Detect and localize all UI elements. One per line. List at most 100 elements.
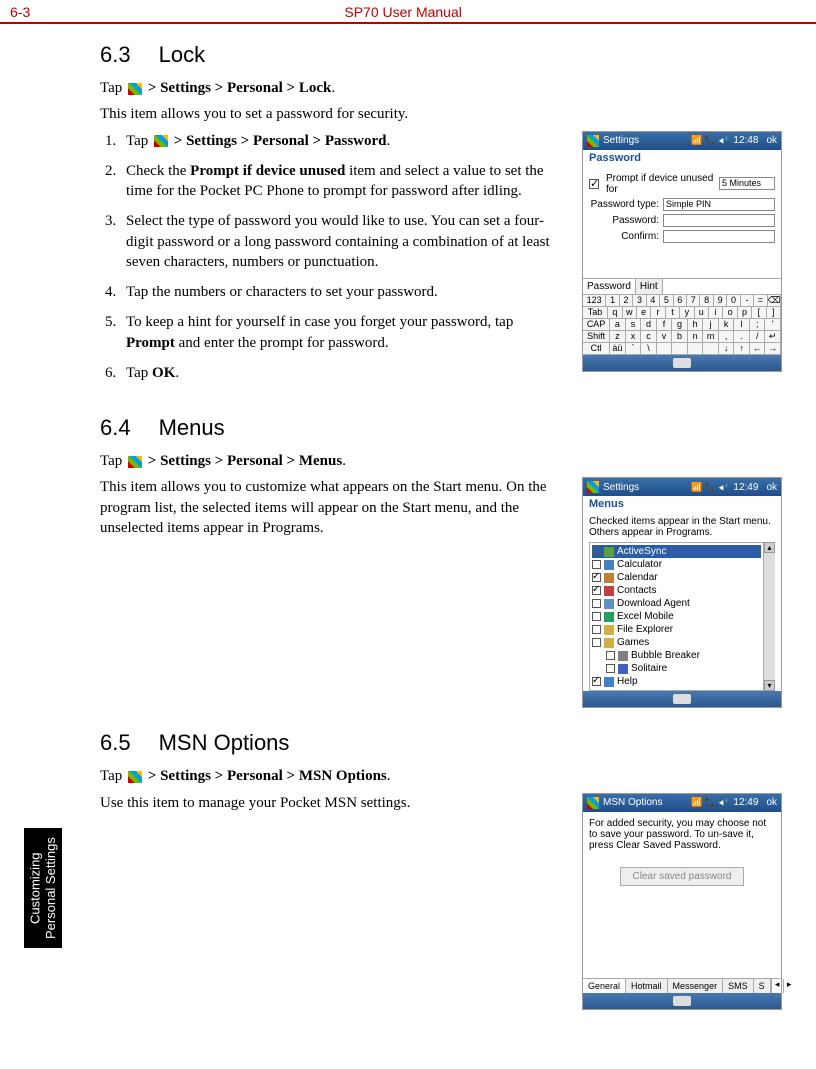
tab-hint[interactable]: Hint [636, 279, 663, 294]
program-checkbox[interactable] [592, 573, 601, 582]
key[interactable]: 7 [687, 295, 700, 307]
key[interactable]: g [672, 319, 688, 331]
key[interactable]: ; [750, 319, 766, 331]
program-checkbox[interactable] [592, 625, 601, 634]
program-checkbox[interactable] [592, 612, 601, 621]
tab-scroll[interactable]: ▸ [783, 979, 795, 993]
msn-tab[interactable]: Messenger [668, 979, 724, 993]
program-checkbox[interactable] [592, 599, 601, 608]
key[interactable]: z [610, 331, 626, 343]
program-checkbox[interactable] [592, 560, 601, 569]
key[interactable]: f [657, 319, 673, 331]
key[interactable]: d [641, 319, 657, 331]
tab-scroll[interactable]: ◂ [771, 979, 783, 993]
program-checkbox[interactable] [592, 677, 601, 686]
ss-ok-button[interactable]: ok [766, 797, 777, 808]
key[interactable]: 0 [727, 295, 740, 307]
key[interactable]: ] [767, 307, 781, 319]
key[interactable]: / [750, 331, 766, 343]
program-checkbox[interactable] [592, 547, 601, 556]
key[interactable]: c [641, 331, 657, 343]
key[interactable]: \ [641, 343, 657, 355]
key[interactable]: 6 [674, 295, 687, 307]
program-checkbox[interactable] [606, 651, 615, 660]
key[interactable]: n [688, 331, 704, 343]
key[interactable]: b [672, 331, 688, 343]
key[interactable]: , [719, 331, 735, 343]
prompt-dropdown[interactable]: 5 Minutes [719, 177, 775, 190]
key[interactable]: ` [626, 343, 642, 355]
key[interactable]: 9 [714, 295, 727, 307]
msn-tab[interactable]: Hotmail [626, 979, 668, 993]
key[interactable]: Ctl [583, 343, 610, 355]
msn-tab[interactable]: General [583, 979, 626, 993]
key[interactable]: r [651, 307, 665, 319]
key[interactable]: v [657, 331, 673, 343]
tab-password[interactable]: Password [583, 279, 636, 294]
on-screen-keyboard[interactable]: 1231234567890-=⌫Tabqwertyuiop[]CAPasdfgh… [583, 294, 781, 355]
key[interactable]: ' [765, 319, 781, 331]
key[interactable]: i [709, 307, 723, 319]
key[interactable]: Tab [583, 307, 608, 319]
program-label: Bubble Breaker [631, 650, 700, 661]
key[interactable]: . [734, 331, 750, 343]
key[interactable]: m [703, 331, 719, 343]
key[interactable]: CAP [583, 319, 610, 331]
key[interactable]: 1 [606, 295, 619, 307]
key[interactable]: [ [752, 307, 766, 319]
key[interactable]: Shift [583, 331, 610, 343]
key[interactable]: u [695, 307, 709, 319]
key[interactable]: p [738, 307, 752, 319]
key[interactable]: y [680, 307, 694, 319]
clear-password-button[interactable]: Clear saved password [620, 867, 745, 886]
key[interactable] [703, 343, 719, 355]
msn-tab[interactable]: S [754, 979, 771, 993]
key[interactable] [688, 343, 704, 355]
key[interactable]: k [719, 319, 735, 331]
msn-tab[interactable]: SMS [723, 979, 754, 993]
key[interactable]: o [723, 307, 737, 319]
key[interactable]: ↑ [734, 343, 750, 355]
password-input[interactable] [663, 214, 775, 227]
key[interactable]: 5 [660, 295, 673, 307]
key[interactable]: ⌫ [768, 295, 781, 307]
key[interactable]: l [734, 319, 750, 331]
key[interactable]: 3 [633, 295, 646, 307]
prompt-checkbox[interactable] [589, 179, 599, 189]
key[interactable]: h [688, 319, 704, 331]
ss-ok-button[interactable]: ok [766, 482, 777, 493]
key[interactable]: q [608, 307, 622, 319]
scrollbar[interactable]: ▴▾ [763, 542, 775, 691]
key[interactable]: = [754, 295, 767, 307]
key[interactable]: x [626, 331, 642, 343]
keyboard-toggle-icon[interactable] [673, 996, 691, 1006]
confirm-input[interactable] [663, 230, 775, 243]
key[interactable]: - [741, 295, 754, 307]
key[interactable]: àü [610, 343, 626, 355]
key[interactable] [657, 343, 673, 355]
key[interactable]: 4 [647, 295, 660, 307]
key[interactable]: ↵ [765, 331, 781, 343]
key[interactable] [672, 343, 688, 355]
prompt-label: Prompt if device unused for [606, 173, 715, 195]
key[interactable]: a [610, 319, 626, 331]
key[interactable]: j [703, 319, 719, 331]
key[interactable]: 123 [583, 295, 606, 307]
key[interactable]: w [623, 307, 637, 319]
program-checkbox[interactable] [592, 586, 601, 595]
programs-list[interactable]: ActiveSyncCalculatorCalendarContactsDown… [589, 542, 763, 691]
key[interactable]: ← [750, 343, 766, 355]
key[interactable]: → [765, 343, 781, 355]
ss-ok-button[interactable]: ok [766, 135, 777, 146]
key[interactable]: 8 [700, 295, 713, 307]
keyboard-toggle-icon[interactable] [673, 358, 691, 368]
key[interactable]: s [626, 319, 642, 331]
keyboard-toggle-icon[interactable] [673, 694, 691, 704]
key[interactable]: ↓ [719, 343, 735, 355]
program-checkbox[interactable] [606, 664, 615, 673]
key[interactable]: 2 [620, 295, 633, 307]
program-checkbox[interactable] [592, 638, 601, 647]
key[interactable]: e [637, 307, 651, 319]
type-dropdown[interactable]: Simple PIN [663, 198, 775, 211]
key[interactable]: t [666, 307, 680, 319]
